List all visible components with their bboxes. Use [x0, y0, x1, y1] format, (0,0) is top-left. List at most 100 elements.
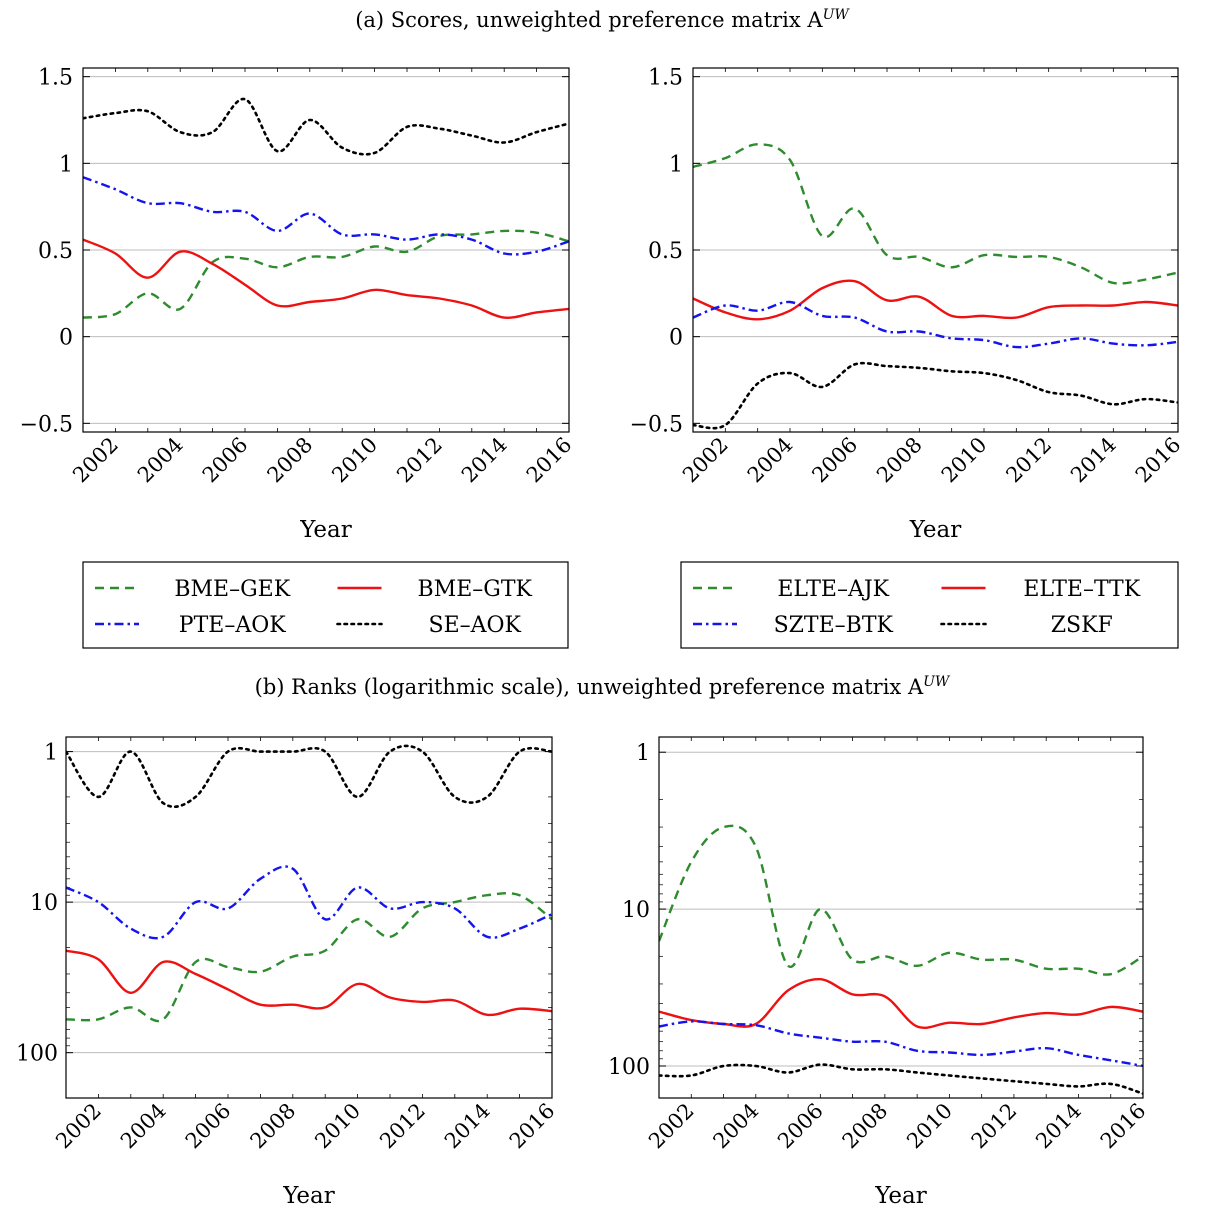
x-tick-label: 2002: [68, 433, 123, 488]
plot-frame: [658, 736, 1144, 1099]
series-layer: [659, 824, 1143, 1095]
x-axis-label: Year: [874, 1183, 927, 1209]
series-line-BME–GTK: [66, 949, 552, 1017]
legend-label: ZSKF: [1051, 613, 1113, 638]
chart-b-left: 1 10 100 2002 2004 2006 2008 2010 2012 2014 2016 Ye…: [16, 736, 560, 1209]
y-tick-label: −0.5: [630, 412, 683, 437]
x-axis-label: Year: [282, 1183, 335, 1209]
caption-text: (a) Scores, unweighted preference matrix…: [355, 7, 850, 32]
y-tick-label: 0: [59, 326, 73, 351]
y-tick-label: 1: [59, 152, 73, 177]
y-tick-label: 10: [30, 891, 58, 916]
legend-label: BME–GTK: [418, 577, 533, 602]
x-tick-label: 2004: [116, 1099, 171, 1154]
x-tick-label: 2012: [967, 1099, 1022, 1154]
series-line-SZTE–BTK: [659, 1020, 1143, 1068]
x-tick-label: 2008: [838, 1099, 893, 1154]
x-tick-label: 2012: [375, 1099, 430, 1154]
x-tick-label: 2002: [51, 1099, 106, 1154]
caption-b: (b) Ranks (logarithmic scale), unweighte…: [255, 674, 951, 699]
legend-box: [680, 561, 1179, 649]
x-axis-label: Year: [299, 517, 352, 543]
x-tick-label: 2006: [773, 1099, 828, 1154]
x-tick-label: 2006: [181, 1099, 236, 1154]
y-tick-label: 100: [16, 1042, 58, 1067]
caption-text: (b) Ranks (logarithmic scale), unweighte…: [255, 674, 951, 699]
legend-label: ELTE–TTK: [1023, 577, 1140, 602]
y-tick-label: 0.5: [648, 239, 683, 264]
plot-frame: [65, 736, 553, 1099]
plot-frame: [82, 67, 570, 433]
x-tick-label: 2008: [246, 1099, 301, 1154]
series-layer: [693, 143, 1178, 430]
x-tick-label: 2014: [440, 1099, 495, 1154]
series-line-ZSKF: [693, 361, 1178, 430]
caption-superscript: UW: [823, 7, 851, 23]
x-tick-label: 2010: [310, 1099, 365, 1154]
series-line-PTE–AOK: [66, 865, 552, 940]
x-tick-label: 2002: [678, 433, 733, 488]
x-tick-label: 2006: [807, 433, 862, 488]
x-tick-label: 2002: [644, 1099, 699, 1154]
x-tick-label: 2010: [902, 1099, 957, 1154]
series-line-ZSKF: [659, 1063, 1143, 1095]
series-layer: [83, 97, 569, 319]
y-tick-label: 1: [669, 152, 683, 177]
series-line-PTE–AOK: [83, 176, 569, 256]
x-tick-label: 2012: [392, 433, 447, 488]
legend-label: BME–GEK: [174, 577, 290, 602]
chart-b-right: 1 10 100 2002 2004 2006 2008 2010 2012 2014 2016 Ye…: [608, 736, 1151, 1209]
series-line-ELTE–TTK: [659, 977, 1143, 1030]
y-tick-label: 0.5: [38, 239, 73, 264]
plot-frame: [692, 67, 1179, 433]
x-tick-label: 2014: [457, 433, 512, 488]
x-tick-label: 2004: [709, 1099, 764, 1154]
y-tick-label: 100: [608, 1055, 650, 1080]
series-line-ELTE–TTK: [693, 279, 1178, 321]
x-tick-label: 2016: [1131, 433, 1186, 488]
legend-a-right: ELTE–AJK ELTE–TTK SZTE–BTK ZSKF: [680, 561, 1179, 649]
legend-a-left: BME–GEK BME–GTK PTE–AOK SE–AOK: [82, 561, 569, 649]
y-tick-label: 1: [44, 741, 58, 766]
x-tick-label: 2004: [743, 433, 798, 488]
y-tick-label: 1.5: [38, 66, 73, 91]
legend-label: SE–AOK: [429, 613, 522, 638]
x-tick-label: 2016: [505, 1099, 560, 1154]
x-tick-label: 2014: [1066, 433, 1121, 488]
series-line-ELTE–AJK: [659, 824, 1143, 976]
series-line-ELTE–AJK: [693, 143, 1178, 285]
y-tick-label: 10: [622, 898, 650, 923]
legend-label: PTE–AOK: [179, 613, 286, 638]
x-tick-label: 2010: [327, 433, 382, 488]
caption-main: (b) Ranks (logarithmic scale), unweighte…: [255, 675, 924, 699]
x-tick-label: 2008: [872, 433, 927, 488]
y-tick-label: −0.5: [20, 412, 73, 437]
x-tick-label: 2004: [133, 433, 188, 488]
x-tick-label: 2016: [1096, 1099, 1151, 1154]
legend-label: ELTE–AJK: [777, 577, 889, 602]
x-tick-label: 2008: [263, 433, 318, 488]
series-line-BME–GEK: [66, 891, 552, 1023]
series-line-BME–GTK: [83, 238, 569, 319]
x-tick-label: 2014: [1031, 1099, 1086, 1154]
caption-superscript: UW: [923, 674, 951, 690]
caption-a: (a) Scores, unweighted preference matrix…: [355, 7, 850, 32]
series-layer: [66, 744, 552, 1023]
series-line-SE–AOK: [83, 97, 569, 156]
x-tick-label: 2006: [198, 433, 253, 488]
legend-label: SZTE–BTK: [774, 613, 894, 638]
x-axis-label: Year: [909, 517, 962, 543]
y-tick-label: 0: [669, 326, 683, 351]
series-line-BME–GEK: [83, 229, 569, 319]
x-tick-label: 2012: [1001, 433, 1056, 488]
y-tick-label: 1: [636, 741, 650, 766]
x-tick-label: 2016: [522, 433, 577, 488]
caption-main: (a) Scores, unweighted preference matrix…: [355, 8, 823, 32]
series-line-SE–AOK: [66, 744, 552, 809]
x-tick-label: 2010: [937, 433, 992, 488]
legend-box: [82, 561, 569, 649]
y-tick-label: 1.5: [648, 66, 683, 91]
